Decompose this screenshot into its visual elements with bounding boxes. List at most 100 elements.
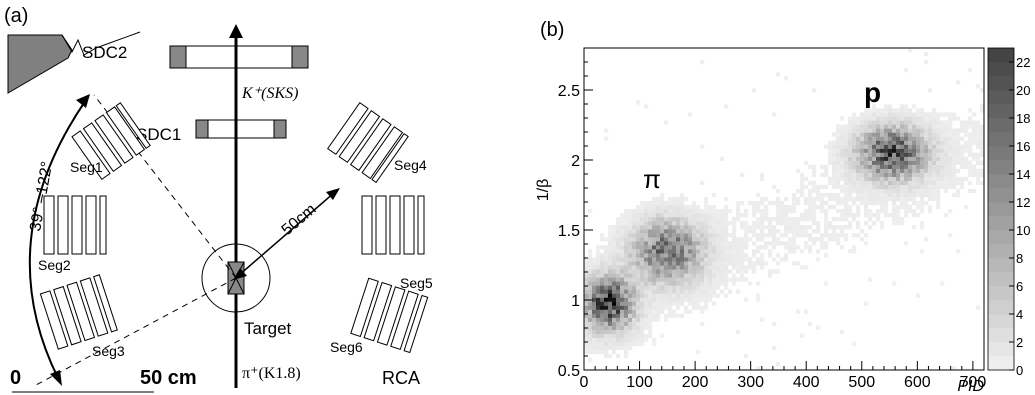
heatmap-cell (864, 116, 869, 121)
heatmap-cell (584, 349, 589, 355)
heatmap-cell (832, 148, 837, 153)
heatmap-cell (900, 217, 905, 222)
heatmap-cell (756, 281, 761, 286)
heatmap-cell (876, 160, 881, 165)
colorbar-tick-label: 14 (1016, 167, 1030, 182)
seg3-label: Seg3 (92, 343, 125, 359)
heatmap-cell (680, 245, 685, 250)
heatmap-cell (872, 116, 877, 121)
heatmap-cell (956, 80, 961, 85)
heatmap-cell (908, 192, 913, 198)
heatmap-cell (640, 313, 645, 318)
heatmap-cell (700, 233, 705, 238)
heatmap-cell (668, 233, 673, 238)
heatmap-cell (612, 261, 617, 266)
heatmap-cell (644, 293, 649, 298)
heatmap-cell (896, 184, 901, 190)
heatmap-cell (604, 309, 609, 314)
heatmap-cell (892, 200, 897, 206)
heatmap-cell (832, 237, 837, 242)
heatmap-cell (776, 72, 781, 77)
heatmap-cell (976, 132, 981, 137)
heatmap-cell (756, 204, 761, 210)
heatmap-cell (692, 237, 697, 242)
heatmap-cell (620, 325, 625, 330)
heatmap-cell (680, 241, 685, 246)
heatmap-cell (940, 172, 945, 177)
heatmap-cell (856, 225, 861, 230)
heatmap-cell (944, 136, 949, 141)
heatmap-cell (604, 281, 609, 286)
heatmap-cell (944, 172, 949, 177)
heatmap-cell (960, 180, 965, 186)
beam-in-label: π⁺(K1.8) (242, 365, 301, 382)
heatmap-cell (896, 132, 901, 137)
heatmap-cell (624, 229, 629, 234)
heatmap-cell (608, 345, 613, 351)
heatmap-cell (764, 245, 769, 250)
heatmap-cell (624, 349, 629, 355)
heatmap-cell (720, 281, 725, 286)
heatmap-cell (696, 301, 701, 306)
heatmap-cell (960, 120, 965, 125)
heatmap-cell (756, 192, 761, 198)
heatmap-cell (704, 269, 709, 274)
heatmap-cell (668, 253, 673, 258)
heatmap-cell (608, 273, 613, 278)
heatmap-cell (964, 120, 969, 125)
heatmap-cell (872, 148, 877, 153)
heatmap-cell (708, 213, 713, 218)
heatmap-cell (808, 245, 813, 250)
heatmap-cell (620, 253, 625, 258)
heatmap-cell (628, 209, 633, 214)
heatmap-cell (636, 213, 641, 218)
heatmap-cell (812, 237, 817, 242)
heatmap-cell (824, 200, 829, 206)
heatmap-cell (676, 217, 681, 222)
heatmap-cell (860, 140, 865, 145)
heatmap-cell (948, 172, 953, 177)
heatmap-cell (600, 337, 605, 343)
heatmap-cell (648, 305, 653, 310)
heatmap-cell (592, 321, 597, 326)
heatmap-cell (900, 128, 905, 133)
heatmap-cell (940, 112, 945, 117)
heatmap-cell (836, 124, 841, 129)
heatmap-cell (836, 196, 841, 202)
heatmap-cell (968, 140, 973, 145)
heatmap-cell (648, 325, 653, 330)
heatmap-cell (832, 132, 837, 137)
heatmap-cell (860, 136, 865, 141)
heatmap-cell (924, 237, 929, 242)
heatmap-cell (708, 237, 713, 242)
heatmap-cell (804, 213, 809, 218)
heatmap-cell (844, 168, 849, 173)
heatmap-cell (676, 257, 681, 262)
heatmap-cell (652, 249, 657, 254)
heatmap-cell (628, 241, 633, 246)
heatmap-cells (584, 48, 985, 371)
heatmap-cell (800, 233, 805, 238)
heatmap-cell (692, 253, 697, 258)
heatmap-cell (648, 221, 653, 226)
heatmap-cell (856, 128, 861, 133)
heatmap-cell (828, 152, 833, 157)
heatmap-cell (608, 245, 613, 250)
x-tick-label: 600 (904, 374, 931, 391)
heatmap-cell (696, 265, 701, 270)
heatmap-cell (584, 313, 589, 318)
heatmap-cell (896, 156, 901, 161)
heatmap-cell (904, 140, 909, 145)
heatmap-cell (832, 168, 837, 173)
heatmap-cell (620, 249, 625, 254)
heatmap-cell (868, 124, 873, 129)
heatmap-cell (976, 168, 981, 173)
heatmap-cell (652, 297, 657, 302)
heatmap-cell (852, 213, 857, 218)
heatmap-cell (912, 213, 917, 218)
heatmap-cell (684, 297, 689, 302)
heatmap-cell (792, 261, 797, 266)
heatmap-cell (688, 241, 693, 246)
heatmap-cell (956, 168, 961, 173)
heatmap-cell (848, 249, 853, 254)
